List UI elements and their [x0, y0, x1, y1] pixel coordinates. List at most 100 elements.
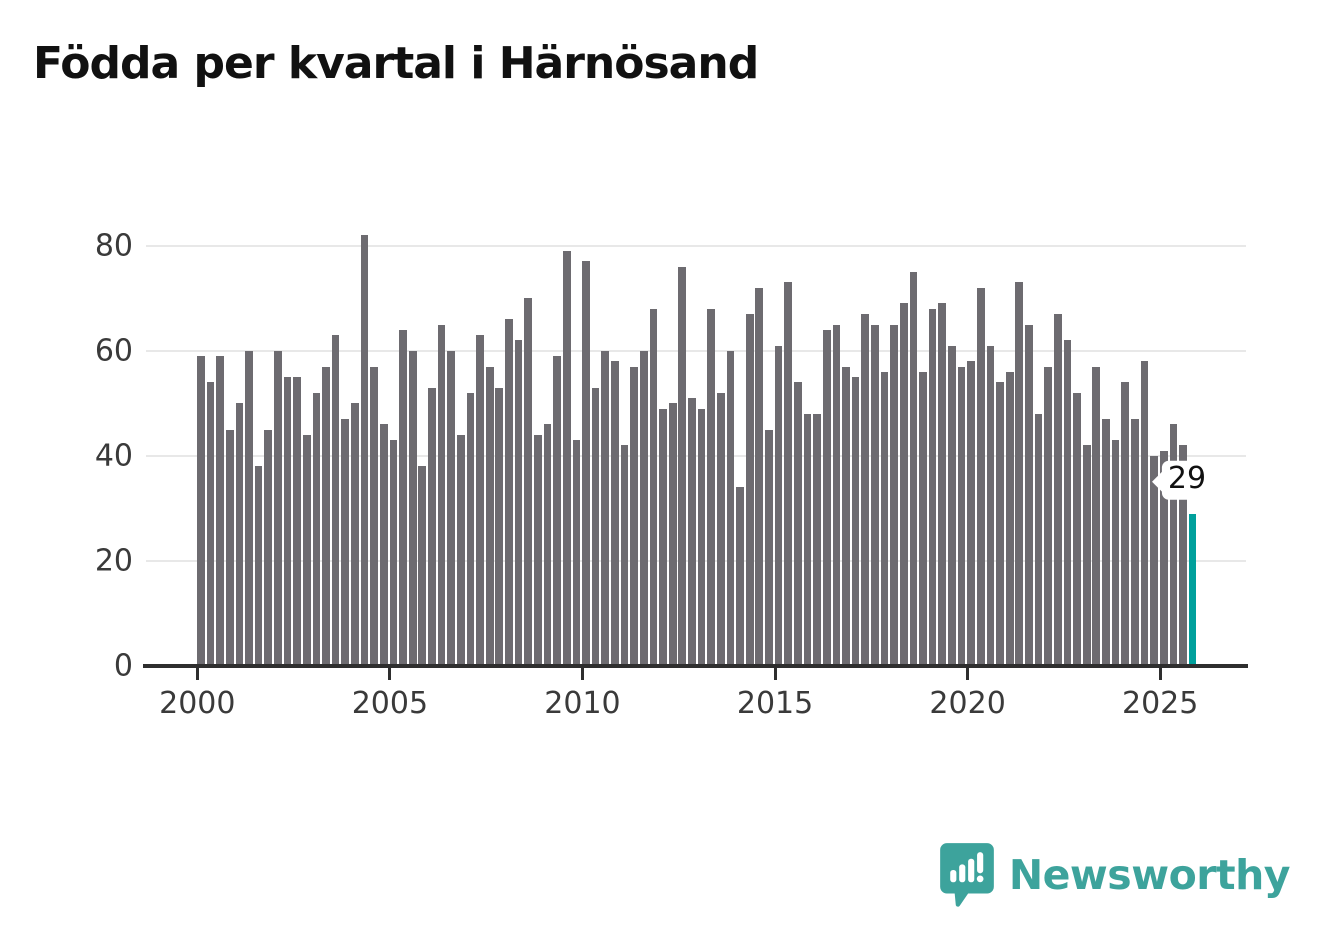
bar-2008-q1 [505, 319, 513, 666]
y-tick-label-40: 40 [94, 438, 133, 474]
bar-2016-q3 [832, 324, 841, 666]
bar-2013-q2 [707, 308, 716, 666]
bar-2010-q4 [611, 361, 619, 666]
bar-2017-q3 [871, 324, 879, 666]
x-tick-label-2005: 2005 [351, 686, 429, 721]
bar-2014-q3 [755, 287, 764, 666]
x-tick-label-2010: 2010 [544, 686, 621, 721]
bar-2019-q4 [957, 366, 966, 666]
bar-2011-q1 [620, 445, 629, 666]
plot-area: 29 [146, 235, 1250, 666]
bar-2005-q4 [418, 466, 427, 666]
bar-2024-q4 [1150, 455, 1158, 666]
bar-2012-q1 [659, 408, 667, 666]
bar-2013-q3 [716, 392, 725, 666]
bar-2023-q1 [1082, 445, 1091, 666]
bar-2004-q1 [351, 403, 359, 666]
chart-title: Födda per kvartal i Härnösand [33, 38, 759, 89]
bar-2005-q2 [399, 329, 407, 666]
bar-2023-q3 [1102, 419, 1110, 666]
branding: Newsworthy [939, 842, 1291, 908]
x-tick-2005 [388, 668, 392, 680]
bar-2016-q4 [842, 366, 850, 666]
bar-2019-q3 [948, 345, 956, 666]
x-tick-2000 [195, 668, 199, 680]
bar-2017-q2 [861, 313, 870, 666]
bar-2015-q2 [784, 282, 793, 666]
bar-2005-q3 [408, 350, 417, 666]
bar-2009-q1 [543, 424, 552, 666]
bar-2021-q3 [1025, 324, 1033, 666]
bar-2016-q2 [822, 329, 831, 666]
bar-2015-q1 [774, 345, 783, 666]
bar-2021-q1 [1005, 371, 1014, 666]
bar-2003-q2 [322, 366, 330, 666]
bar-2010-q1 [582, 261, 590, 666]
x-tick-label-2025: 2025 [1122, 686, 1199, 721]
newsworthy-logo-icon [939, 843, 994, 907]
bar-2006-q3 [447, 350, 456, 666]
bar-2018-q4 [919, 371, 927, 666]
bar-2008-q4 [534, 434, 542, 666]
bar-2011-q4 [649, 308, 658, 666]
bar-2000-q4 [225, 429, 234, 666]
gridline-80 [146, 244, 1246, 247]
bar-2005-q1 [389, 440, 398, 666]
gridline-60 [146, 349, 1246, 352]
bar-2014-q1 [736, 487, 744, 666]
bar-2007-q1 [466, 392, 475, 666]
bar-2020-q1 [967, 361, 975, 666]
bar-2022-q4 [1073, 392, 1081, 666]
bar-2017-q1 [851, 377, 860, 666]
bar-2022-q1 [1044, 366, 1053, 666]
x-tick-2020 [966, 668, 970, 680]
bar-2021-q2 [1015, 282, 1024, 666]
bar-2012-q2 [668, 403, 677, 666]
bar-2011-q3 [639, 350, 648, 666]
gridline-20 [146, 559, 1246, 562]
bar-2006-q2 [437, 324, 446, 666]
bar-2006-q4 [456, 434, 465, 666]
bar-2013-q1 [697, 408, 706, 666]
x-axis-line [143, 664, 1248, 668]
bar-2013-q4 [726, 350, 735, 666]
bar-2014-q4 [765, 429, 773, 666]
bar-2007-q4 [495, 387, 504, 666]
bar-2006-q1 [428, 387, 436, 666]
bar-2007-q2 [476, 335, 484, 666]
bar-2010-q2 [591, 387, 600, 666]
x-tick-2015 [773, 668, 777, 680]
y-tick-label-60: 60 [94, 333, 133, 369]
bar-2018-q2 [899, 303, 908, 666]
bar-2020-q2 [976, 287, 985, 666]
bar-2000-q2 [206, 382, 215, 666]
bar-2008-q2 [514, 340, 523, 666]
bar-2002-q4 [302, 434, 311, 666]
bar-2000-q1 [197, 356, 205, 666]
bar-2001-q1 [235, 403, 244, 666]
bar-2017-q4 [880, 371, 889, 666]
bar-2012-q4 [688, 398, 696, 666]
bar-2024-q1 [1121, 382, 1130, 666]
bar-2018-q3 [909, 271, 918, 666]
bar-2002-q1 [274, 350, 282, 666]
bar-2001-q3 [254, 466, 263, 666]
last-value-label: 29 [1167, 460, 1207, 496]
bar-2025-q2 [1169, 424, 1178, 666]
bar-2024-q3 [1140, 361, 1149, 666]
bar-2007-q3 [485, 366, 494, 666]
bar-2000-q3 [216, 356, 224, 666]
bar-2003-q3 [331, 335, 340, 666]
bar-2023-q4 [1111, 440, 1120, 666]
bar-2025-q4 [1188, 513, 1197, 666]
bar-2011-q2 [630, 366, 638, 666]
bar-2015-q3 [793, 382, 802, 666]
bar-2009-q4 [572, 440, 581, 666]
bar-2023-q2 [1092, 366, 1101, 666]
y-tick-label-0: 0 [113, 648, 133, 684]
bar-2022-q2 [1053, 313, 1062, 666]
bar-2019-q1 [928, 308, 937, 666]
bar-2001-q2 [245, 350, 253, 666]
bar-2012-q3 [678, 266, 687, 666]
bar-2015-q4 [803, 413, 812, 666]
